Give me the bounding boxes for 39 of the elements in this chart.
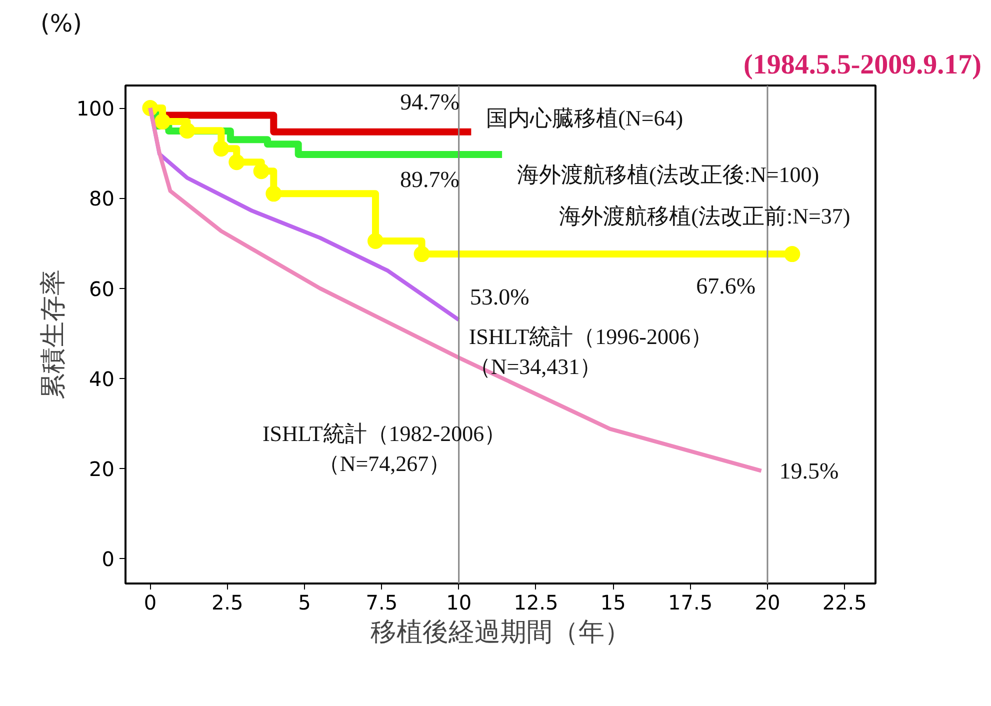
y-tick-label: 80 <box>89 186 115 211</box>
x-tick-label: 12.5 <box>514 590 558 614</box>
point <box>253 163 270 180</box>
x-tick-label: 22.5 <box>822 590 867 614</box>
y-tick-label: 40 <box>89 366 115 391</box>
annotation: 94.7% <box>400 89 460 114</box>
point <box>228 154 245 170</box>
point <box>784 246 800 262</box>
x-tick-label: 0 <box>144 590 157 614</box>
series-label: ISHLT統計（1996-2006）（N=34,431） <box>468 324 712 379</box>
x-tick-label: 15 <box>600 590 626 614</box>
x-tick-label: 20 <box>754 590 780 614</box>
annotation: 53.0% <box>470 284 530 310</box>
y-tick-label: 0 <box>102 547 115 572</box>
annotation: 89.7% <box>400 166 460 192</box>
series-label: 国内心臓移植(N=64) <box>486 105 684 130</box>
x-tick-label: 17.5 <box>668 590 713 614</box>
point <box>414 246 430 262</box>
series-label: ISHLT統計（1982-2006）（N=74,267） <box>262 420 506 476</box>
series-label: 海外渡航移植(法改正前:N=37) <box>559 204 850 229</box>
x-tick-label: 2.5 <box>211 590 244 614</box>
annotation: 67.6% <box>696 274 756 299</box>
y-axis-title: 累積生存率 <box>38 270 68 400</box>
y-tick-label: 20 <box>89 457 115 482</box>
point <box>154 114 171 130</box>
chart-title: (1984.5.5-2009.9.17) <box>744 50 982 80</box>
point <box>266 186 282 202</box>
series-label: 海外渡航移植(法改正後:N=100) <box>517 162 820 187</box>
x-tick-label: 5 <box>298 590 311 614</box>
point <box>213 140 230 157</box>
x-tick-label: 10 <box>446 590 472 614</box>
point <box>368 233 384 249</box>
text: (%) <box>40 10 82 38</box>
x-axis-title: 移植後経過期間（年） <box>370 618 630 648</box>
point <box>179 122 196 139</box>
x-tick-label: 7.5 <box>366 590 398 614</box>
y-tick-label: 60 <box>89 276 115 301</box>
annotation: 19.5% <box>779 458 839 484</box>
y-tick-label: 100 <box>76 96 115 121</box>
